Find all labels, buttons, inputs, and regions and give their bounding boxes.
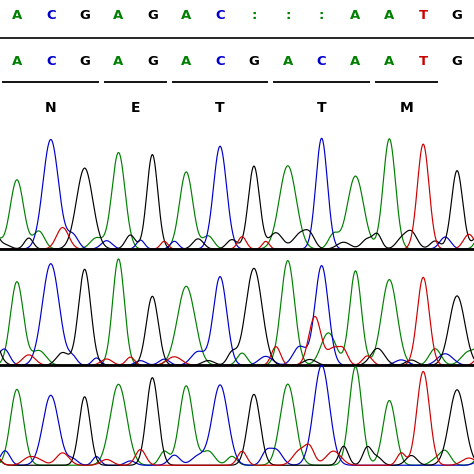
Text: G: G [452, 9, 463, 22]
Text: T: T [419, 55, 428, 68]
Text: T: T [317, 100, 327, 115]
Text: C: C [46, 9, 55, 22]
Text: :: : [319, 9, 324, 22]
Text: G: G [248, 55, 259, 68]
Text: A: A [384, 55, 394, 68]
Text: G: G [79, 9, 90, 22]
Text: M: M [400, 100, 413, 115]
Text: A: A [113, 55, 124, 68]
Text: A: A [12, 55, 22, 68]
Text: T: T [215, 100, 225, 115]
Text: C: C [46, 55, 55, 68]
Text: C: C [215, 9, 225, 22]
Text: A: A [181, 9, 191, 22]
Text: G: G [147, 55, 158, 68]
Text: N: N [45, 100, 56, 115]
Text: A: A [113, 9, 124, 22]
Text: E: E [131, 100, 140, 115]
Text: :: : [251, 9, 256, 22]
Text: G: G [147, 9, 158, 22]
Text: T: T [419, 9, 428, 22]
Text: G: G [79, 55, 90, 68]
Text: A: A [384, 9, 394, 22]
Text: A: A [12, 9, 22, 22]
Text: C: C [215, 55, 225, 68]
Text: C: C [317, 55, 327, 68]
Text: A: A [350, 9, 361, 22]
Text: G: G [452, 55, 463, 68]
Text: A: A [350, 55, 361, 68]
Text: A: A [181, 55, 191, 68]
Text: :: : [285, 9, 291, 22]
Text: A: A [283, 55, 293, 68]
